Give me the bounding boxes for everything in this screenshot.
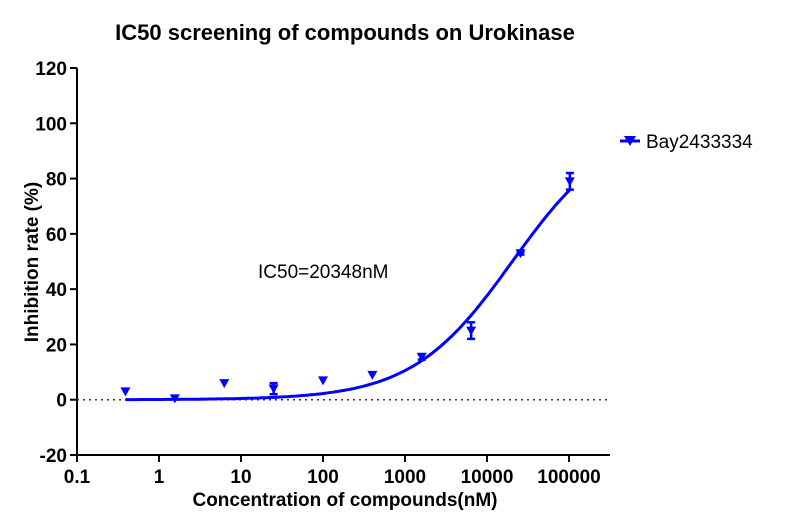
y-tick-label: 60	[46, 225, 67, 246]
y-tick-label: -20	[40, 446, 67, 467]
y-tick-label: 20	[46, 335, 67, 356]
data-point	[515, 249, 526, 259]
x-tick-label: 100000	[537, 467, 600, 488]
x-tick-label: 1	[154, 467, 165, 488]
data-point	[564, 177, 575, 187]
data-point	[416, 352, 427, 362]
chart-title: IC50 screening of compounds on Urokinase	[115, 20, 575, 45]
data-point	[367, 370, 378, 380]
y-tick-label: 120	[35, 59, 67, 80]
x-tick-label: 0.1	[64, 467, 91, 488]
x-axis-label: Concentration of compounds(nM)	[192, 490, 497, 511]
data-point	[268, 384, 279, 394]
y-axis-label: Inhibition rate (%)	[22, 182, 43, 342]
legend: Bay2433334	[620, 132, 753, 153]
legend-label: Bay2433334	[646, 132, 753, 153]
y-tick-label: 0	[56, 391, 67, 412]
data-point	[466, 326, 477, 336]
data-point	[120, 387, 131, 397]
data-point	[219, 379, 230, 389]
data-point	[318, 376, 328, 386]
x-tick-label: 1000	[384, 467, 426, 488]
legend-marker	[624, 136, 636, 146]
x-tick-label: 10000	[461, 467, 514, 488]
data-point	[169, 394, 180, 404]
x-tick-label: 10	[230, 467, 251, 488]
fit-curve	[125, 188, 571, 402]
y-tick-label: 40	[46, 280, 67, 301]
x-tick-label: 100	[307, 467, 339, 488]
ic50-annotation: IC50=20348nM	[258, 262, 388, 283]
y-tick-label: 100	[35, 114, 67, 135]
y-tick-label: 80	[46, 170, 67, 191]
